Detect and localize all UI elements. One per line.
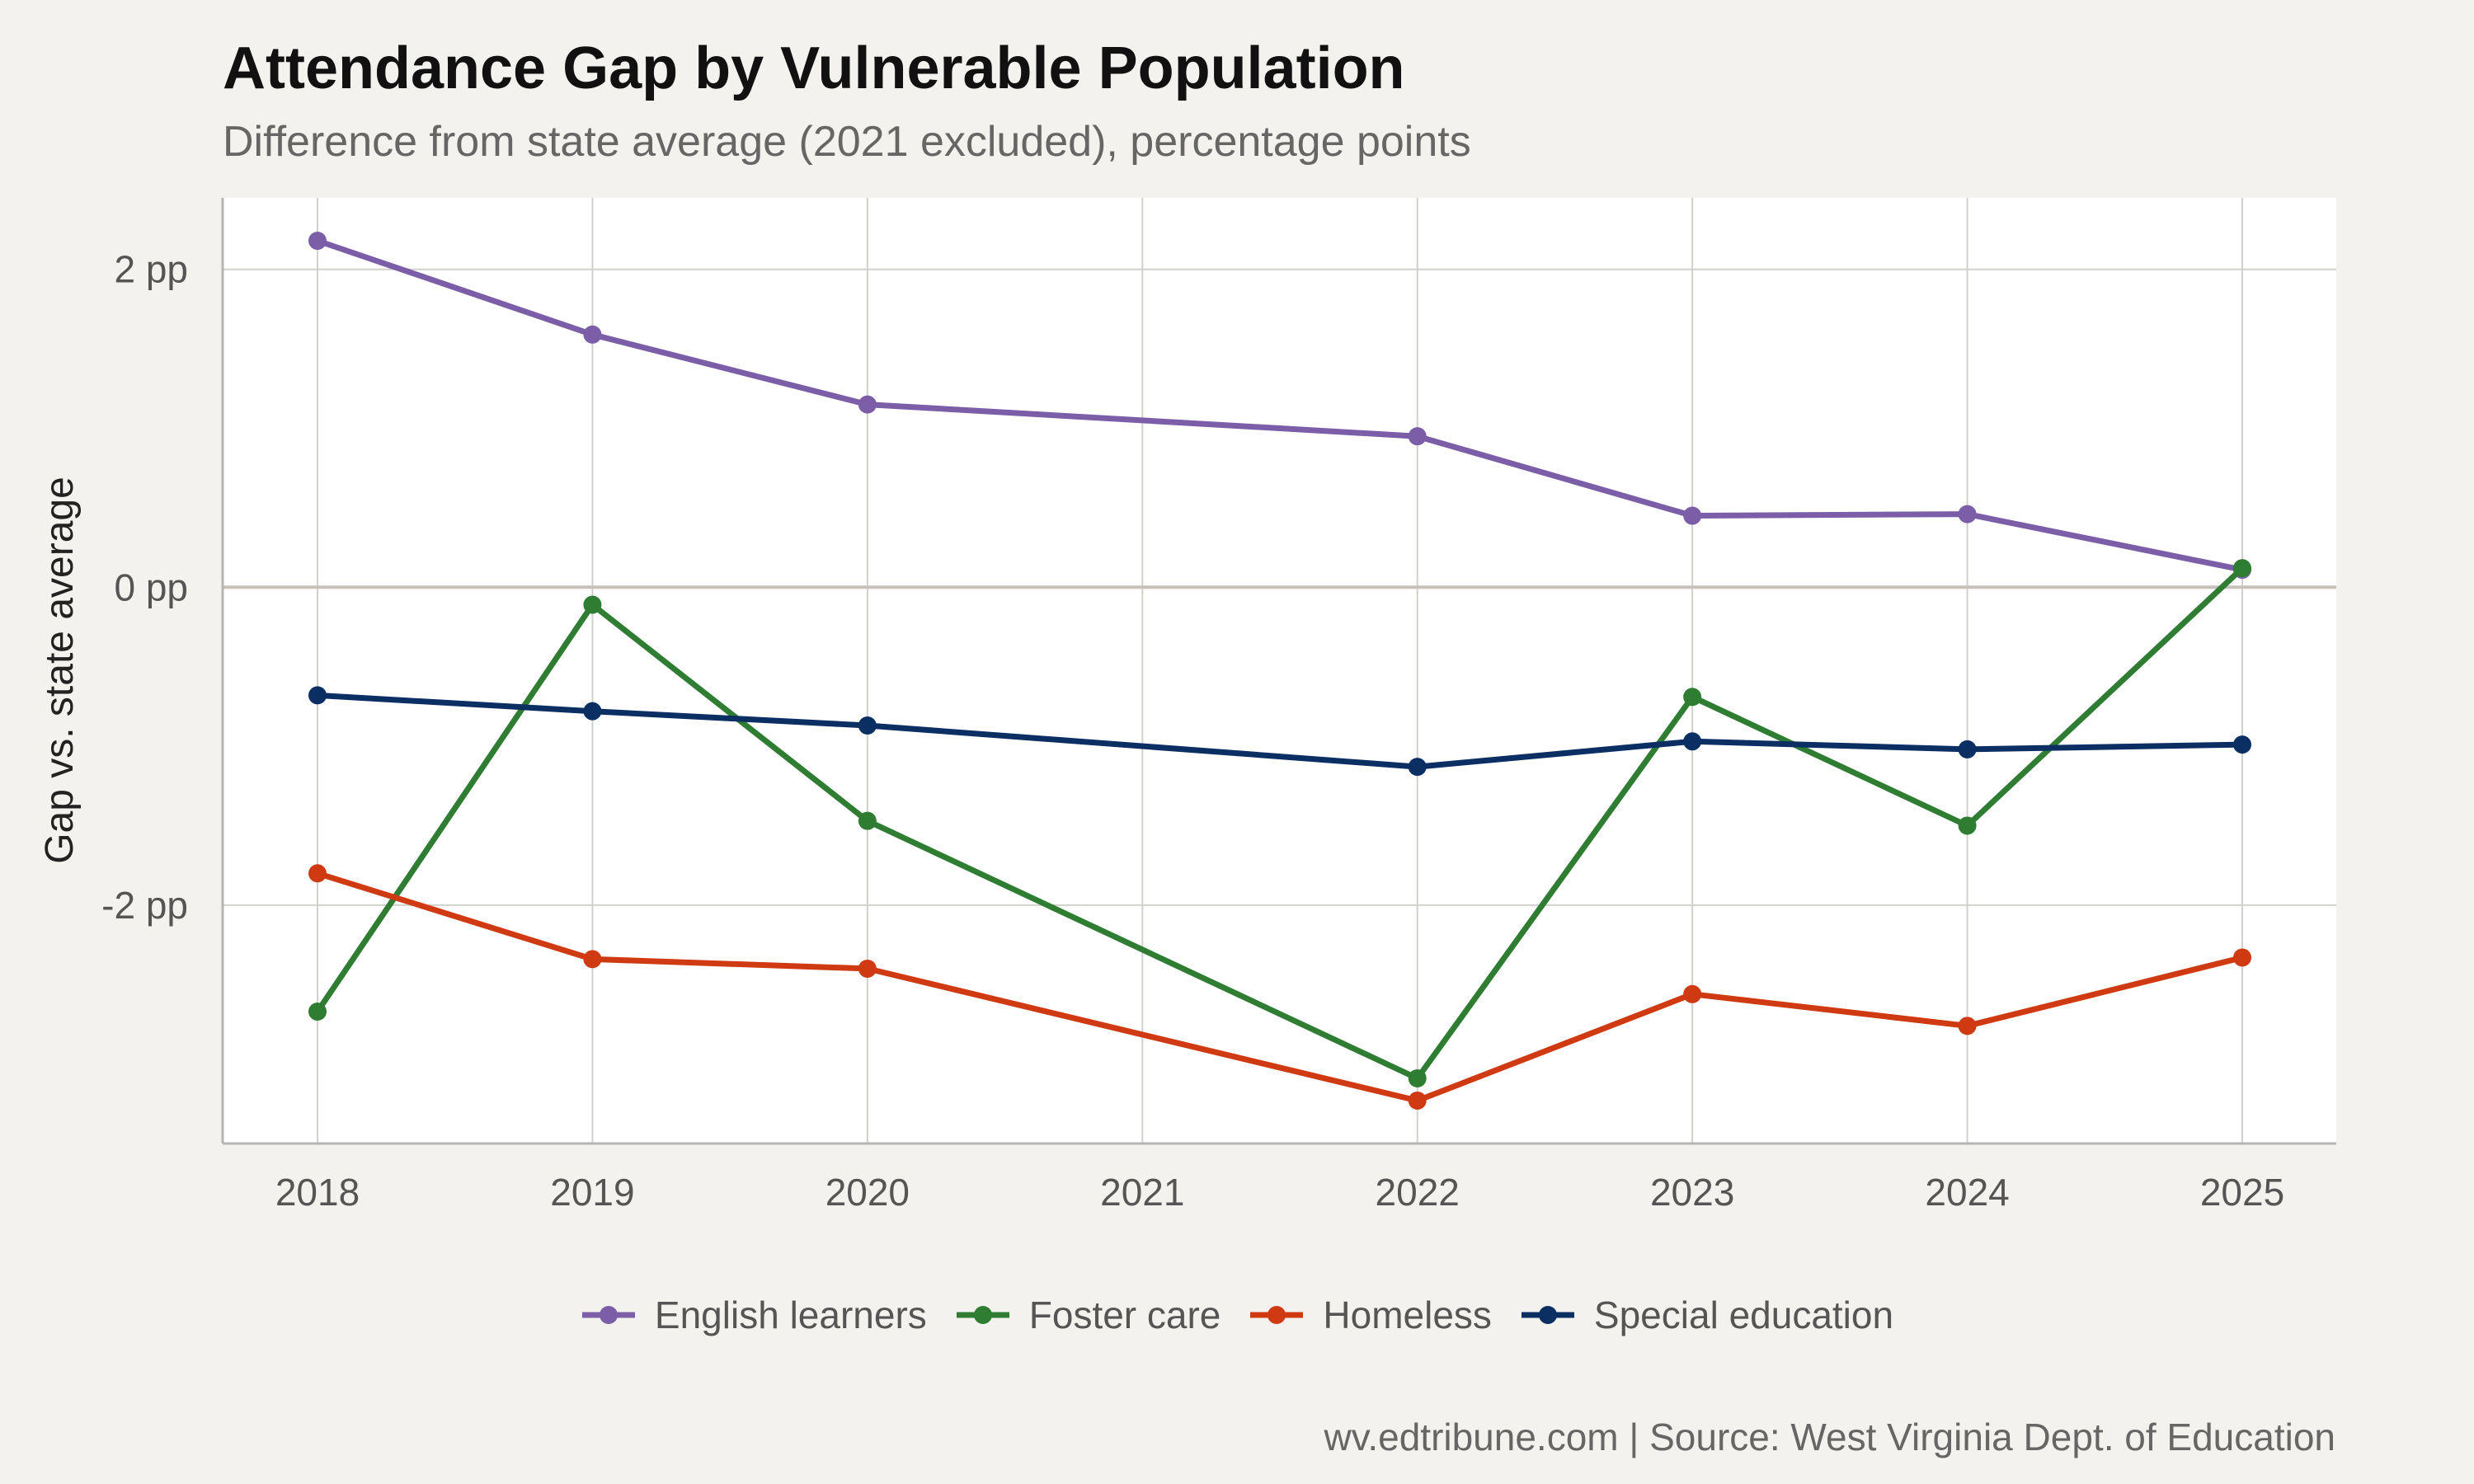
y-tick-label: -2 pp: [101, 884, 188, 927]
axes: [221, 198, 2336, 1145]
x-tick-label: 2023: [1650, 1171, 1734, 1214]
data-point-homeless: [1408, 1091, 1427, 1110]
data-point-foster-care: [2233, 559, 2252, 578]
legend-key-point: [973, 1306, 992, 1324]
data-point-special-education: [1958, 740, 1977, 758]
data-point-english-learners: [1958, 505, 1977, 524]
data-point-foster-care: [1683, 688, 1702, 707]
data-point-english-learners: [583, 325, 602, 344]
data-point-homeless: [583, 950, 602, 969]
legend-label: Foster care: [1028, 1294, 1221, 1336]
grid-lines: [223, 198, 2336, 1144]
legend-key-point: [1268, 1306, 1286, 1324]
legend-key-english-learners: [581, 1306, 635, 1324]
x-tick-label: 2022: [1376, 1171, 1460, 1214]
y-tick-label: 0 pp: [114, 566, 188, 608]
legend-label: Special education: [1593, 1294, 1894, 1336]
x-tick-label: 2018: [275, 1171, 360, 1214]
legend-key-point: [599, 1306, 618, 1324]
data-point-english-learners: [1683, 506, 1702, 525]
data-point-homeless: [1683, 984, 1702, 1003]
legend-key-point: [1538, 1306, 1557, 1324]
legend-key-homeless: [1250, 1306, 1304, 1324]
source-caption: wv.edtribune.com | Source: West Virginia…: [1324, 1416, 2335, 1458]
legend-key-special-education: [1521, 1306, 1574, 1324]
data-point-homeless: [2233, 948, 2252, 967]
x-tick-label: 2021: [1100, 1171, 1184, 1214]
legend-item-homeless: Homeless: [1249, 1293, 1492, 1337]
series-layer: [308, 232, 2252, 1110]
legend-item-english-learners: English learners: [581, 1293, 927, 1337]
data-point-special-education: [583, 702, 602, 721]
data-point-english-learners: [308, 232, 327, 251]
x-tick-label: 2020: [825, 1171, 910, 1214]
tick-labels: 2018 2019 2020 2021 2022 2023 2024 2025 -2 pp 0 p…: [101, 248, 2284, 1214]
y-axis-label: Gap vs. state average: [38, 477, 82, 864]
data-point-special-education: [308, 686, 327, 705]
data-point-homeless: [858, 959, 877, 978]
data-point-foster-care: [1408, 1068, 1427, 1087]
plot-panel: [223, 198, 2336, 1144]
data-point-homeless: [1958, 1017, 1977, 1036]
x-tick-label: 2019: [550, 1171, 634, 1214]
y-tick-label: 2 pp: [114, 248, 188, 291]
data-point-special-education: [858, 716, 877, 735]
data-point-special-education: [1408, 758, 1427, 777]
data-point-foster-care: [1958, 816, 1977, 835]
legend-label: English learners: [654, 1294, 927, 1336]
series-foster-care: [308, 559, 2252, 1087]
data-point-foster-care: [583, 595, 602, 614]
x-tick-label: 2024: [1925, 1171, 2009, 1214]
legend-item-foster-care: Foster care: [955, 1293, 1221, 1337]
x-tick-label: 2025: [2200, 1171, 2284, 1214]
data-point-foster-care: [858, 811, 877, 830]
data-point-homeless: [308, 864, 327, 883]
data-point-special-education: [1683, 732, 1702, 751]
data-point-special-education: [2233, 735, 2252, 754]
series-homeless: [308, 864, 2252, 1110]
data-point-english-learners: [858, 395, 877, 414]
legend-item-special-education: Special education: [1520, 1293, 1893, 1337]
data-point-english-learners: [1408, 427, 1427, 446]
chart-title: Attendance Gap by Vulnerable Population: [223, 35, 1405, 101]
series-special-education: [308, 686, 2252, 777]
chart-subtitle: Difference from state average (2021 excl…: [223, 118, 1471, 166]
legend-label: Homeless: [1323, 1294, 1492, 1336]
data-point-foster-care: [308, 1002, 327, 1021]
legend: English learners Foster care Homeless Speci…: [0, 1293, 2474, 1337]
legend-key-foster-care: [956, 1306, 1009, 1324]
